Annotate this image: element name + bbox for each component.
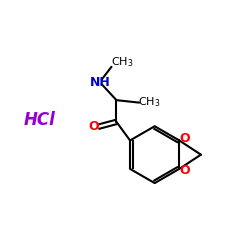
Text: O: O xyxy=(88,120,99,133)
Text: CH$_3$: CH$_3$ xyxy=(138,95,161,108)
Text: O: O xyxy=(180,164,190,177)
Text: CH$_3$: CH$_3$ xyxy=(111,56,133,70)
Text: O: O xyxy=(180,132,190,145)
Text: NH: NH xyxy=(90,76,111,88)
Text: HCl: HCl xyxy=(24,111,56,129)
